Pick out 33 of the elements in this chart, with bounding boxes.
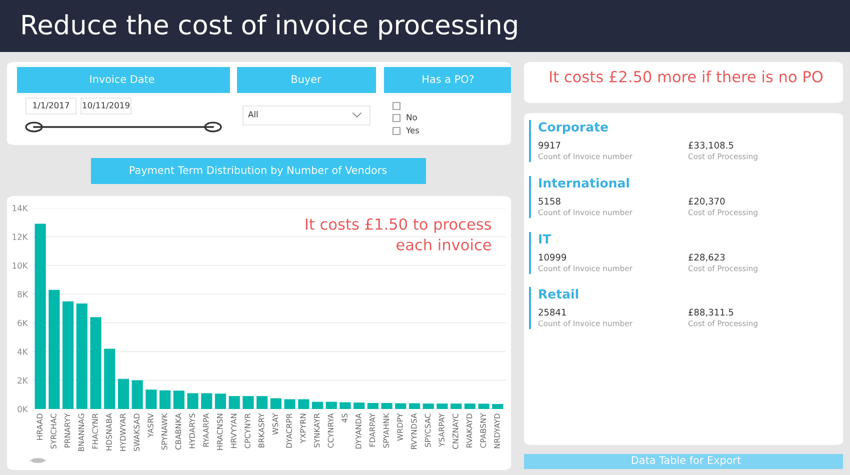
y-tick-label: 10K — [12, 262, 28, 269]
y-tick-label: 14K — [12, 205, 28, 212]
text: Buyer — [292, 75, 322, 86]
text: It costs £2.50 more if there is no PO — [550, 70, 823, 82]
text: 25841 — [538, 308, 566, 316]
y-tick-label: 0K — [18, 406, 28, 412]
y-tick-label: 4K — [17, 348, 28, 355]
text: £33,108.5 — [688, 142, 734, 150]
y-tick-label: 8K — [18, 291, 28, 298]
text: Corporate — [538, 122, 608, 134]
chart-title: Payment Term Distribution by Number of Vendors — [130, 166, 387, 176]
text: Data Table for Export — [632, 456, 741, 466]
text: £28,623 — [688, 254, 725, 262]
text: 10999 — [538, 254, 566, 261]
text: Retail — [539, 288, 578, 299]
text: IT — [539, 234, 552, 244]
text: Reduce the cost of invoice processing — [22, 14, 517, 40]
y-tick-label: 2K — [18, 377, 28, 384]
text: 9917 — [538, 142, 560, 149]
text: £20,370 — [688, 198, 725, 206]
y-tick-label: 6K — [18, 320, 28, 326]
text: 5158 — [538, 198, 560, 205]
text: 1/1/2017 — [33, 102, 69, 110]
text: Yes — [406, 127, 420, 134]
text: Has a PO? — [422, 75, 474, 84]
text: £88,311.5 — [688, 308, 734, 317]
y-tick-label: 12K — [12, 234, 28, 240]
text: No — [406, 114, 417, 120]
text: Invoice Date — [90, 74, 154, 84]
annotation: It costs £1.50 to process each invoice — [306, 218, 492, 250]
text: All — [248, 110, 258, 118]
text: International — [539, 178, 629, 188]
text: 10/11/2019 — [82, 102, 130, 110]
